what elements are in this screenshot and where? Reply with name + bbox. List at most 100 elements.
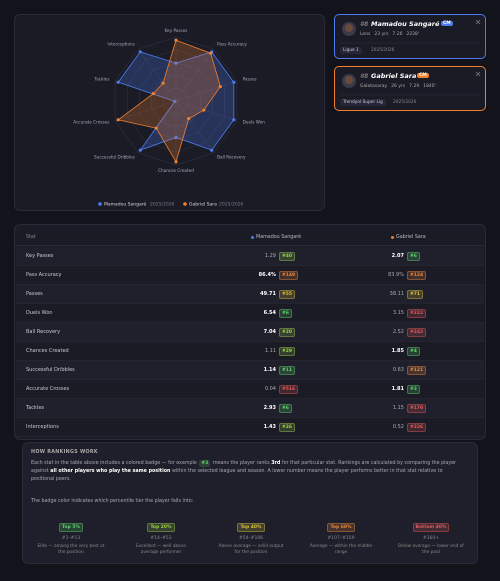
- radar-point: [154, 126, 158, 130]
- position-badge: CM: [417, 73, 429, 78]
- stat-value: 86.4%: [258, 272, 276, 278]
- tier-desc: Excellent — well above average performer: [136, 544, 186, 555]
- rank-badge: #11: [279, 366, 296, 375]
- rank-badge: #20: [279, 328, 296, 337]
- player-card: #8 Mamadou Sangaré CM Lens 23 yrs 7.26 2238' Li…: [334, 14, 486, 59]
- rank-badge: #222: [407, 309, 427, 318]
- player-number: #8: [360, 21, 369, 28]
- radar-point: [116, 118, 120, 122]
- tier-desc: Elite — among the very best at the posit…: [37, 544, 105, 555]
- radar-label: Duels Won: [243, 120, 266, 125]
- card-info: Galatasaray 26 yrs 7.29 1840': [360, 84, 440, 89]
- header-player: Gabriel Sara: [396, 235, 426, 240]
- stat-name: Ball Recovery: [26, 329, 61, 335]
- stat-value: 1.11: [264, 348, 276, 354]
- info-rating: 7.26: [392, 32, 403, 37]
- rank-badge: #121: [407, 366, 427, 375]
- rank-badge: #6: [279, 404, 292, 413]
- stat-name: Interceptions: [26, 424, 59, 430]
- radar-point: [202, 108, 206, 112]
- rank-badge: #242: [407, 328, 427, 337]
- table-row: Ball Recovery 7.04 #20 2.52 #242: [16, 323, 484, 342]
- paragraph-part: for that particular stat. Rankings are c…: [31, 461, 457, 474]
- radar-label: Chances Created: [158, 168, 194, 173]
- radar-spoke: [175, 49, 214, 102]
- table-row: Chances Created 1.11 #29 1.85 #4: [16, 342, 484, 361]
- table-row: Pass Accuracy 86.4% #149 83.9% #124: [16, 266, 484, 285]
- radar-spoke: [175, 80, 237, 102]
- tier: Bottom 40% #160+ Below average — lower end…: [391, 513, 471, 556]
- stats-table: Stat Mamadou Sangaré Gabriel Sara Key Passe…: [14, 224, 486, 440]
- tier: Top 5% #1–#13 Elite — among the very best …: [31, 513, 111, 556]
- stat-name: Key Passes: [26, 253, 54, 259]
- card-decor: [340, 71, 481, 96]
- rank-badge: #124: [407, 271, 427, 280]
- table-row: Interceptions 1.43 #26 0.52 #226: [16, 418, 484, 437]
- legend-dot: [98, 202, 102, 206]
- stat-value: 2.52: [392, 329, 404, 335]
- radar-point: [161, 81, 165, 85]
- tier-desc: Above average — solid output for the pos…: [218, 544, 284, 555]
- player-name: Mamadou Sangaré: [371, 20, 440, 28]
- rank-badge: #516: [279, 385, 299, 394]
- tier-badge: Top 5%: [59, 523, 83, 532]
- radar-panel: Key Passes Pass Accuracy Passes Duels Won Ba…: [14, 14, 325, 211]
- avatar-face: [345, 24, 353, 32]
- info-club: Galatasaray: [360, 84, 388, 89]
- radar-point: [218, 84, 222, 89]
- rank-badge: #4: [407, 347, 420, 356]
- radar-label: Pass Accuracy: [217, 41, 247, 46]
- header-dot: [391, 236, 394, 239]
- radar-point: [138, 50, 142, 54]
- stat-value: 49.71: [260, 291, 276, 297]
- paragraph-part: 3rd: [271, 461, 281, 466]
- paragraph-part: #3: [199, 460, 211, 467]
- header-dot: [251, 236, 254, 239]
- radar-point: [210, 148, 214, 152]
- info-rating: 7.29: [409, 84, 420, 89]
- radar-spoke: [115, 100, 177, 122]
- rank-badge: #40: [279, 252, 296, 261]
- paragraph-part: all other players who play the same posi…: [50, 469, 171, 474]
- legend-name: Gabriel Sara: [189, 202, 217, 208]
- stat-value: 1.15: [392, 405, 404, 411]
- radar-point: [187, 117, 191, 121]
- radar-label: Interceptions: [107, 41, 134, 46]
- card-decor: [340, 19, 481, 44]
- avatar-face: [345, 76, 353, 84]
- radar-point: [151, 92, 155, 96]
- stat-name: Accurate Crosses: [26, 386, 70, 392]
- radar-label: Key Passes: [165, 28, 188, 33]
- radar-point: [174, 160, 178, 164]
- league-pill: Ligue 1: [340, 47, 362, 54]
- tier-badge: Top 20%: [147, 523, 175, 532]
- radar-point: [116, 80, 120, 84]
- tier: Top 20% #14–#53 Excellent — well above ave…: [121, 513, 201, 556]
- tier-desc: Below average — lower end of the pool: [398, 544, 464, 555]
- stat-value: 6.54: [263, 310, 276, 316]
- info-age: 23 yrs: [374, 32, 389, 37]
- header-player: Mamadou Sangaré: [256, 235, 302, 240]
- stat-value: 1.43: [263, 424, 276, 430]
- radar-label: Ball Recovery: [217, 155, 246, 160]
- stat-name: Successful Dribbles: [26, 367, 75, 373]
- info-age: 26 yrs: [391, 84, 406, 89]
- tier: Top 40% #54–#106 Above average — solid out…: [211, 513, 291, 556]
- table-row: Successful Dribbles 1.14 #11 0.63 #121: [16, 361, 484, 380]
- radar-spoke: [175, 100, 214, 153]
- stat-name: Passes: [26, 291, 43, 297]
- stat-value: 1.14: [263, 367, 276, 373]
- rank-badge: #3: [407, 385, 420, 394]
- tier-range: #160+: [422, 536, 440, 541]
- stat-value: 0.63: [392, 367, 404, 373]
- card-info: Lens 23 yrs 7.26 2238': [360, 32, 423, 37]
- card-season: 2025/2026: [393, 100, 417, 105]
- tier-intro: The badge color indicates which percenti…: [31, 499, 194, 504]
- rankings-box: HOW RANKINGS WORK Each stat in the table …: [22, 442, 478, 564]
- legend-dot: [183, 202, 187, 206]
- tier-desc: Average — within the middle range: [309, 544, 373, 555]
- close-icon: [475, 71, 481, 77]
- stat-value: 1.29: [264, 253, 276, 259]
- rank-badge: #149: [279, 271, 299, 280]
